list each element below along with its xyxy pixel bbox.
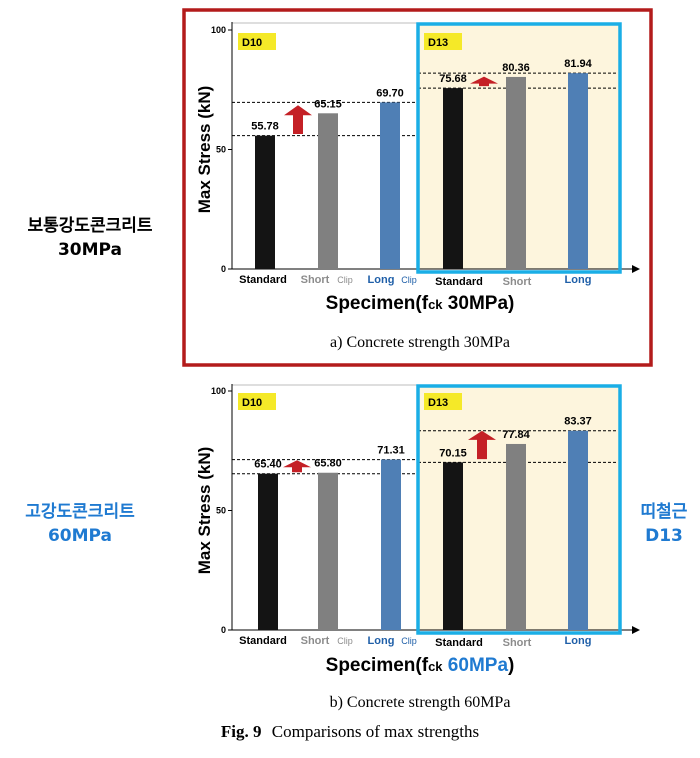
bar-d10-standard bbox=[255, 135, 275, 269]
x-axis-label-value: 60MPa bbox=[443, 655, 509, 676]
group-tag-background bbox=[238, 33, 276, 50]
increase-arrow-icon bbox=[283, 460, 311, 473]
bar-d10-short bbox=[318, 113, 338, 269]
chart-b: 0 50 100 Max Stress (kN) 65.40 65.80 71.31 70.1… bbox=[195, 384, 640, 711]
group-tag-label: D10 bbox=[242, 37, 262, 49]
figure-caption-prefix: Fig. 9 bbox=[220, 722, 262, 741]
x-axis-label-subscript: ck bbox=[428, 297, 443, 312]
increase-arrow-icon bbox=[284, 105, 312, 134]
y-tick-label: 100 bbox=[211, 386, 226, 396]
data-label: 65.15 bbox=[314, 98, 342, 110]
data-label: 55.78 bbox=[251, 121, 279, 133]
x-tick-label-standard: Standard bbox=[239, 635, 287, 647]
x-tick-label-standard: Standard bbox=[435, 276, 483, 288]
figure-caption: Fig. 9 Comparisons of max strengths bbox=[0, 722, 700, 742]
side-label-tie-bar-line1: 띠철근 bbox=[640, 502, 688, 522]
x-tick-label-standard: Standard bbox=[435, 637, 483, 649]
data-label: 65.80 bbox=[314, 458, 342, 470]
group-tag-background bbox=[424, 33, 462, 50]
side-label-tie-bar-line2: D13 bbox=[645, 526, 683, 546]
side-label-high-strength-concrete: 고강도콘크리트 60MPa bbox=[0, 500, 160, 548]
x-tick-label-clip: Clip bbox=[337, 275, 353, 285]
x-axis-label-subscript: ck bbox=[428, 659, 443, 674]
bar-d13-long bbox=[568, 73, 588, 270]
bar-d10-short bbox=[318, 472, 338, 630]
x-tick-label-long: Long bbox=[565, 274, 592, 286]
x-tick-label-short: Short bbox=[301, 274, 330, 286]
side-label-normal-concrete-line1: 보통강도콘크리트 bbox=[27, 216, 153, 236]
data-label: 65.40 bbox=[254, 459, 282, 471]
x-axis-arrowhead bbox=[632, 265, 640, 273]
panel-caption: b) Concrete strength 60MPa bbox=[330, 694, 511, 711]
panel-caption: a) Concrete strength 30MPa bbox=[330, 334, 510, 351]
y-tick-label: 50 bbox=[216, 145, 226, 155]
x-axis-arrowhead bbox=[632, 626, 640, 634]
chart-a: 0 50 100 Max Stress (kN) 55.78 65.15 69.70 75.6… bbox=[182, 8, 653, 367]
group-tag-label: D10 bbox=[242, 397, 262, 409]
data-label: 80.36 bbox=[502, 62, 530, 74]
side-label-normal-concrete-line2: 30MPa bbox=[57, 240, 123, 260]
y-axis-label: Max Stress (kN) bbox=[195, 447, 214, 575]
bar-d13-short bbox=[506, 76, 526, 269]
bar-d10-long bbox=[380, 102, 400, 270]
highlight-frame-red bbox=[182, 8, 653, 367]
bar-d13-short bbox=[506, 443, 526, 630]
data-label: 70.15 bbox=[439, 447, 467, 459]
x-tick-label-clip: Clip bbox=[337, 636, 353, 646]
data-label: 69.70 bbox=[376, 87, 404, 99]
bar-d13-standard bbox=[443, 88, 463, 269]
side-label-tie-bar: 띠철근 D13 bbox=[628, 500, 700, 548]
y-tick-label: 0 bbox=[221, 625, 226, 635]
x-axis-label: Specimen(fck 60MPa) bbox=[326, 655, 515, 676]
x-tick-label-short: Short bbox=[301, 635, 330, 647]
y-tick-label: 50 bbox=[216, 506, 226, 516]
data-label: 75.68 bbox=[439, 73, 467, 85]
x-tick-label-long: Long bbox=[368, 635, 395, 647]
side-label-high-strength-concrete-line1: 고강도콘크리트 bbox=[25, 502, 135, 522]
highlight-frame-blue bbox=[416, 384, 622, 635]
group-tag-label: D13 bbox=[428, 397, 448, 409]
figure-caption-text: Comparisons of max strengths bbox=[271, 722, 480, 741]
x-tick-label-clip: Clip bbox=[401, 636, 417, 646]
bar-d13-long bbox=[568, 430, 588, 630]
data-label: 81.94 bbox=[564, 58, 592, 70]
data-label: 71.31 bbox=[377, 445, 405, 457]
x-axis-label-value: 30MPa bbox=[443, 293, 509, 314]
x-tick-label-clip: Clip bbox=[401, 275, 417, 285]
group-tag-background bbox=[238, 393, 276, 410]
y-axis-label: Max Stress (kN) bbox=[195, 86, 214, 214]
x-tick-label-standard: Standard bbox=[239, 274, 287, 286]
increase-arrow-icon bbox=[468, 430, 496, 460]
bar-d13-standard bbox=[443, 462, 463, 630]
increase-arrow-icon bbox=[470, 76, 498, 87]
x-tick-label-long: Long bbox=[565, 635, 592, 647]
x-axis-label: Specimen(fck 30MPa) bbox=[326, 293, 515, 314]
y-tick-label: 0 bbox=[221, 264, 226, 274]
y-tick-label: 100 bbox=[211, 25, 226, 35]
x-axis-label-main: Specimen(f bbox=[326, 655, 429, 676]
bar-d10-standard bbox=[258, 473, 278, 630]
side-label-normal-concrete: 보통강도콘크리트 30MPa bbox=[0, 214, 180, 262]
group-tag-label: D13 bbox=[428, 37, 448, 49]
bar-d10-long bbox=[381, 459, 401, 630]
data-label: 83.37 bbox=[564, 416, 592, 428]
x-tick-label-short: Short bbox=[503, 276, 532, 288]
side-label-high-strength-concrete-line2: 60MPa bbox=[47, 526, 113, 546]
highlight-frame-blue bbox=[416, 22, 622, 274]
x-axis-label-main: Specimen(f bbox=[326, 293, 429, 314]
x-tick-label-long: Long bbox=[368, 274, 395, 286]
group-tag-background bbox=[424, 393, 462, 410]
x-tick-label-short: Short bbox=[503, 637, 532, 649]
data-label: 77.84 bbox=[502, 429, 530, 441]
